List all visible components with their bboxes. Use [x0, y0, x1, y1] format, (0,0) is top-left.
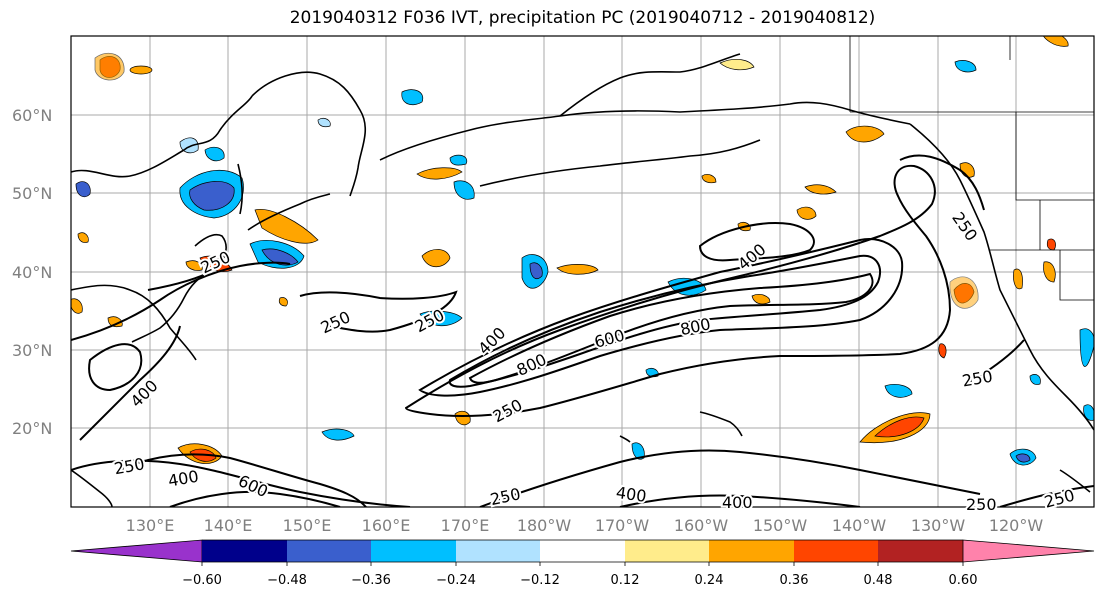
- colorbar-tick: −0.48: [267, 573, 307, 588]
- map-frame: [70, 35, 1095, 508]
- lon-label: 150°W: [753, 516, 808, 535]
- ivt-contours: [71, 154, 1094, 507]
- colorbar-tick: −0.60: [182, 573, 222, 588]
- colorbar-bin: [709, 540, 794, 562]
- colorbar-tick: 0.36: [780, 573, 809, 588]
- coastlines: [71, 53, 1094, 507]
- lat-label: 30°N: [12, 341, 52, 360]
- map-title: 2019040312 F036 IVT, precipitation PC (2…: [289, 8, 876, 28]
- lon-label: 130°E: [126, 516, 175, 535]
- political-borders: [849, 36, 1094, 301]
- contour-label: 250: [966, 495, 997, 514]
- lat-label: 60°N: [12, 106, 52, 125]
- lon-label: 170°E: [441, 516, 490, 535]
- colorbar-tick: −0.24: [436, 573, 476, 588]
- colorbar-tick: 0.60: [949, 573, 978, 588]
- colorbar-bin: [456, 540, 540, 562]
- lat-label: 20°N: [12, 419, 52, 438]
- lon-label: 180°W: [517, 516, 572, 535]
- lat-label: 50°N: [12, 184, 52, 203]
- contour-label: 250: [113, 454, 146, 478]
- lon-label: 120°W: [989, 516, 1044, 535]
- lon-label: 160°W: [674, 516, 729, 535]
- colorbar-tick: −0.12: [520, 573, 560, 588]
- colorbar-bin: [540, 540, 625, 562]
- longitude-labels: 130°E 140°E 150°E 160°E 170°E 180°W 170°…: [126, 516, 1044, 535]
- colorbar-bin: [878, 540, 963, 562]
- colorbar-bin: [202, 540, 287, 562]
- colorbar-tick: 0.24: [695, 573, 724, 588]
- lon-label: 140°W: [832, 516, 887, 535]
- lon-label: 140°E: [204, 516, 253, 535]
- lon-label: 150°E: [283, 516, 332, 535]
- colorbar-extend-low: [70, 539, 203, 563]
- lon-label: 130°W: [911, 516, 966, 535]
- lon-label: 160°E: [362, 516, 411, 535]
- precip-negative-patches: [75, 60, 1094, 466]
- colorbar-tick: 0.12: [611, 573, 640, 588]
- lat-label: 40°N: [12, 263, 52, 282]
- colorbar-tick: 0.48: [864, 573, 893, 588]
- colorbar-bin: [625, 540, 709, 562]
- colorbar-tick: −0.36: [351, 573, 391, 588]
- colorbar-bin: [371, 540, 456, 562]
- colorbar-bin: [287, 540, 371, 562]
- colorbar-extend-high: [962, 539, 1095, 563]
- lon-label: 170°W: [595, 516, 650, 535]
- latitude-labels: 60°N 50°N 40°N 30°N 20°N: [12, 106, 52, 438]
- precip-positive-patches: [71, 36, 1069, 464]
- contour-label: 400: [722, 493, 753, 512]
- colorbar-bin: [794, 540, 878, 562]
- colorbar: −0.60 −0.48 −0.36 −0.24 −0.12 0.12 0.24 …: [70, 539, 1095, 588]
